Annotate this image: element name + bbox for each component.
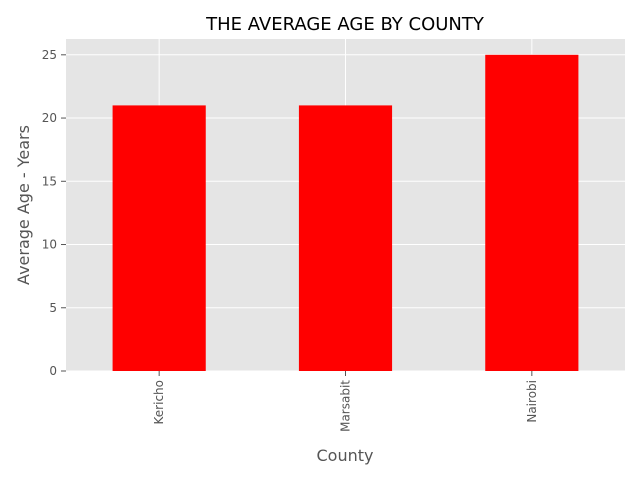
bar-nairobi: [485, 54, 579, 372]
bars: [112, 54, 579, 372]
y-axis-label: Average Age - Years: [14, 125, 33, 285]
bar-marsabit: [298, 105, 393, 372]
y-tick-label: 5: [49, 301, 57, 315]
x-tick-label: Kericho: [152, 380, 166, 424]
chart-title: THE AVERAGE AGE BY COUNTY: [205, 14, 485, 35]
x-axis-label: County: [317, 446, 374, 465]
bar-kericho: [112, 105, 206, 372]
x-tick-label: Marsabit: [339, 380, 353, 432]
y-tick-label: 25: [42, 48, 57, 62]
x-tick-label: Nairobi: [525, 380, 539, 423]
y-tick-label: 10: [42, 238, 57, 252]
y-axis-ticks: 0 5 10 15 20 25: [42, 48, 66, 378]
y-tick-label: 0: [49, 364, 57, 378]
y-tick-label: 15: [42, 174, 57, 188]
x-axis-ticks: Kericho Marsabit Nairobi: [152, 371, 539, 432]
y-tick-label: 20: [42, 111, 57, 125]
